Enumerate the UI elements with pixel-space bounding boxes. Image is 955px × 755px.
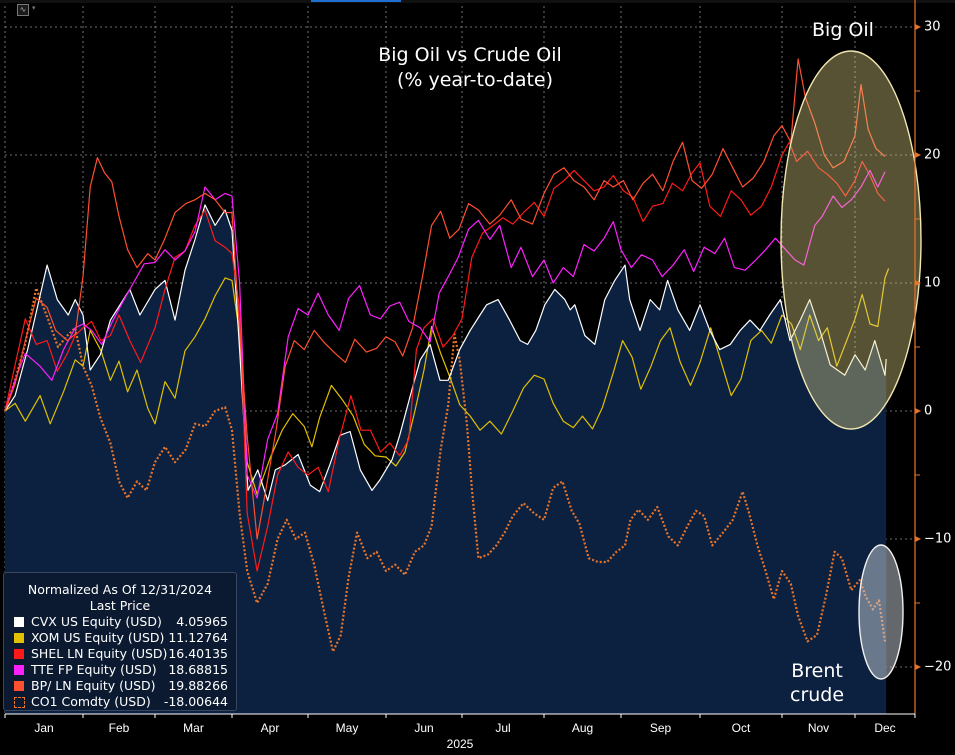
legend-item[interactable]: XOM US Equity (USD) 11.12764: [4, 630, 236, 646]
legend-value: 18.68815: [168, 662, 228, 677]
legend-subtitle: Last Price: [89, 598, 151, 613]
x-tick-label: Mar: [183, 721, 204, 735]
annotation-ellipses: [780, 50, 922, 680]
y-tick-marker: [915, 152, 921, 158]
big-oil-annotation: Big Oil: [812, 19, 874, 41]
chevron-down-icon[interactable]: ▾: [32, 4, 36, 12]
legend-label: CO1 Comdty (USD): [31, 694, 151, 709]
x-tick-label: Jun: [414, 721, 434, 735]
y-tick-label: 30: [924, 19, 941, 35]
legend-item[interactable]: SHEL LN Equity (USD) 16.40135: [4, 646, 236, 662]
y-tick-label: 0: [924, 403, 933, 419]
x-tick-label: Dec: [874, 721, 896, 735]
series-line-tte: [4, 169, 886, 499]
legend-value: -18.00644: [163, 694, 228, 709]
x-tick-label: Jan: [34, 721, 54, 735]
legend-label: SHEL LN Equity (USD): [31, 646, 168, 661]
legend-value: 4.05965: [176, 614, 228, 629]
top-toolbar-bar: [0, 0, 955, 3]
y-tick-label: −10: [924, 531, 952, 547]
legend-label: XOM US Equity (USD): [31, 630, 165, 645]
legend-item[interactable]: CVX US Equity (USD) 4.05965: [4, 614, 236, 630]
legend-item[interactable]: TTE FP Equity (USD) 18.68815: [4, 662, 236, 678]
legend-swatch: [14, 617, 24, 627]
y-tick-label: 20: [924, 147, 941, 163]
legend-title: Normalized As Of 12/31/2024: [27, 582, 213, 597]
legend-item[interactable]: BP/ LN Equity (USD) 19.88266: [4, 678, 236, 694]
legend-swatch: [14, 665, 24, 675]
toolbar-tab-indicator[interactable]: [311, 0, 401, 2]
brent-annotation-line: Brent: [791, 660, 843, 682]
series-line-shel: [4, 141, 886, 572]
legend: Normalized As Of 12/31/2024 Last Price C…: [3, 572, 237, 711]
x-tick-label: Sep: [649, 721, 672, 735]
axes: [4, 0, 921, 718]
x-tick-label: Jul: [495, 721, 511, 735]
legend-label: BP/ LN Equity (USD): [31, 678, 156, 693]
series-line-bp: [4, 58, 886, 540]
series-line-xom: [4, 268, 890, 495]
big-oil-highlight-ellipse: [780, 50, 922, 430]
chart-title-line1: Big Oil vs Crude Oil: [378, 44, 562, 66]
y-tick-marker: [915, 24, 921, 30]
legend-swatch: [14, 681, 24, 691]
legend-value: 11.12764: [168, 630, 228, 645]
legend-label: CVX US Equity (USD): [31, 614, 162, 629]
y-tick-marker: [915, 280, 921, 286]
x-tick-label: Nov: [807, 721, 830, 735]
legend-swatch: [14, 633, 24, 643]
y-tick-marker: [915, 408, 921, 414]
x-tick-label: Oct: [731, 721, 751, 735]
brent-crude-highlight-ellipse: [858, 544, 904, 680]
series-lines: [3, 58, 890, 653]
y-tick-marker: [915, 664, 921, 670]
y-tick-label: −20: [924, 659, 952, 675]
legend-label: TTE FP Equity (USD): [31, 662, 157, 677]
x-tick-label: May: [335, 721, 359, 735]
toolbar-tab-indicator-2[interactable]: [380, 0, 400, 2]
legend-swatch: [14, 697, 25, 708]
brent-crude-annotation: Brent crude: [790, 659, 844, 707]
legend-value: 19.88266: [168, 678, 228, 693]
legend-item[interactable]: CO1 Comdty (USD) -18.00644: [4, 694, 236, 710]
chart-subtitle: (% year-to-date): [396, 69, 554, 91]
series-line-co1: [3, 287, 887, 653]
y-tick-marker: [915, 536, 921, 542]
brent-annotation-line: crude: [790, 684, 845, 706]
chart-title: Big Oil vs Crude Oil (% year-to-date): [360, 43, 580, 93]
series-line-cvx: [4, 204, 887, 502]
x-axis-year-label: 2025: [446, 737, 474, 751]
legend-value: 16.40135: [168, 646, 228, 661]
x-tick-label: Aug: [571, 721, 594, 735]
y-tick-label: 10: [924, 275, 941, 291]
legend-swatch: [14, 649, 24, 659]
x-tick-label: Feb: [108, 721, 130, 735]
x-tick-label: Apr: [260, 721, 280, 735]
line-chart-icon[interactable]: ∿: [17, 4, 29, 16]
